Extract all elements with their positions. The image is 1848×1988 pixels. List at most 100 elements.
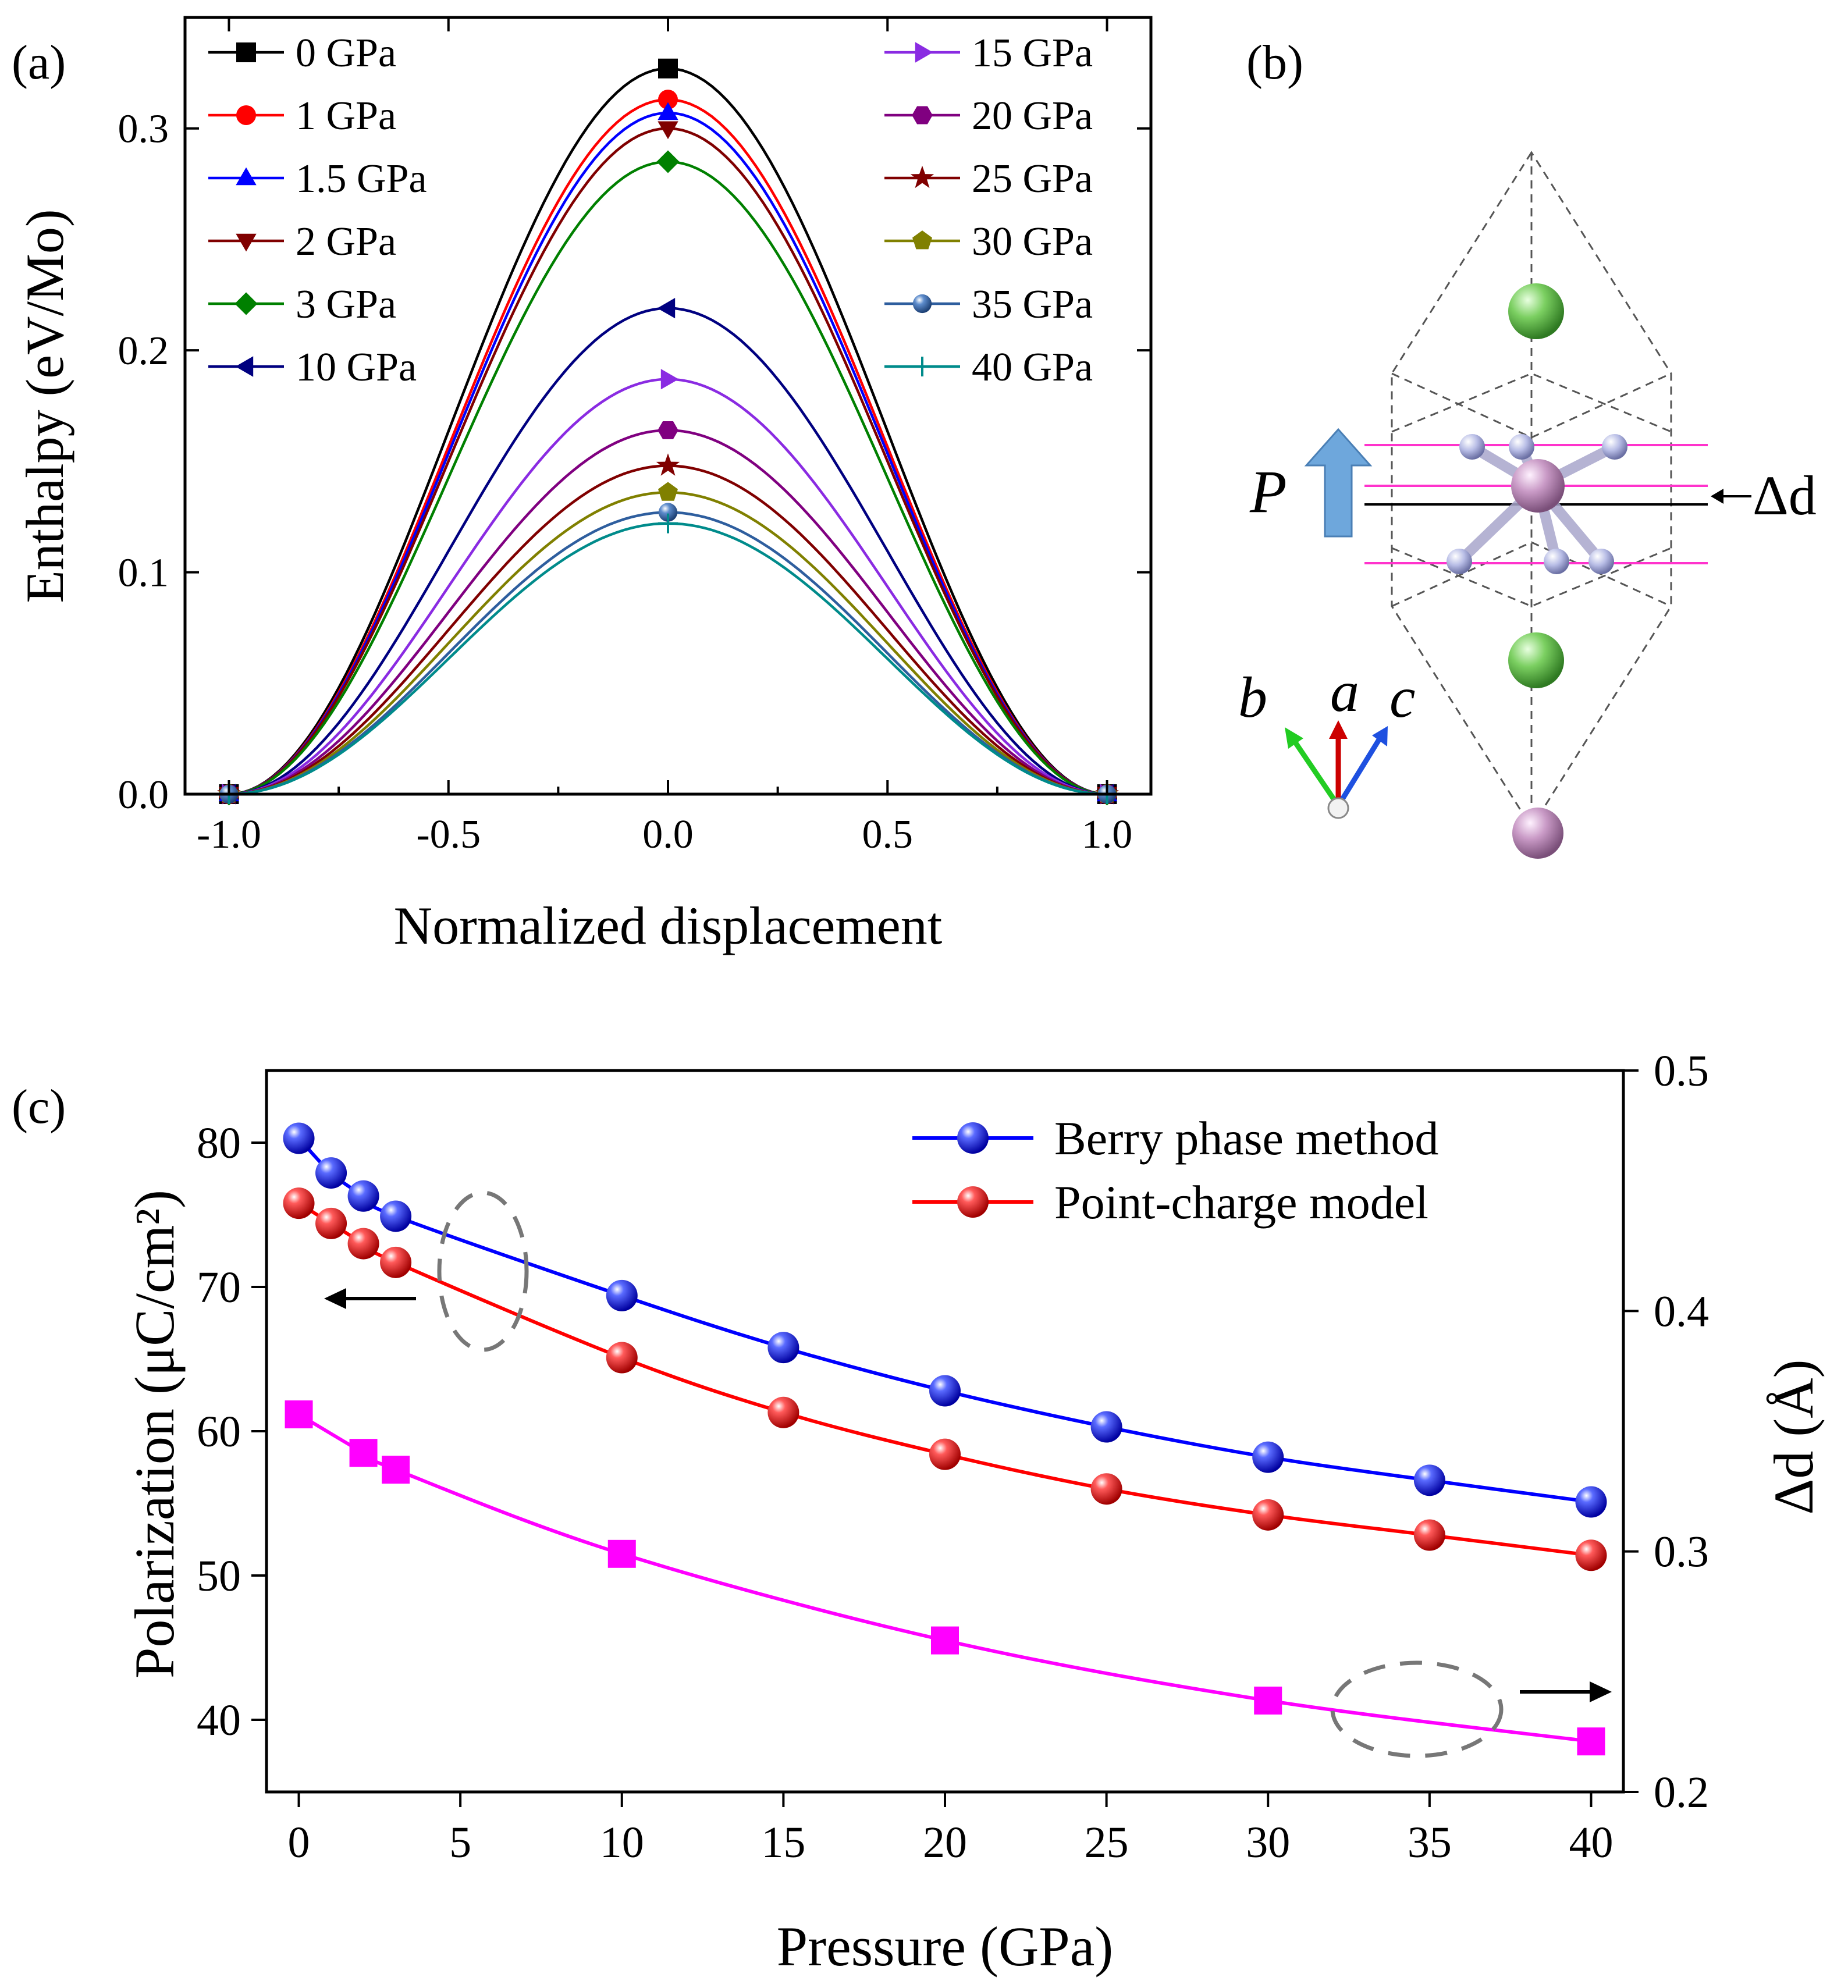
panel-c-y-label: Polarization (μC/cm²): [123, 1190, 186, 1678]
polarization-point: [606, 1342, 638, 1374]
x-tick-label: 10: [600, 1818, 644, 1867]
legend-label: 35 GPa: [972, 282, 1093, 327]
polarization-point: [1090, 1411, 1122, 1443]
legend-marker-icon: [234, 292, 258, 315]
enthalpy-point: [660, 369, 679, 390]
delta-d-point: [931, 1626, 959, 1655]
delta-d-point: [349, 1439, 378, 1467]
enthalpy-point: [658, 90, 678, 110]
y-tick-label: 0.1: [118, 551, 169, 596]
right-axis-callout: [1330, 1660, 1504, 1758]
panel-c-y2-ticks: 0.2 0.3 0.4 0.5: [1623, 1047, 1709, 1817]
displacement-label: Δd: [1753, 464, 1817, 527]
legend-label: 1.5 GPa: [296, 157, 427, 201]
legend-label: 1 GPa: [296, 94, 396, 138]
polarization-point: [283, 1122, 315, 1154]
x-atom-top: [1508, 283, 1564, 339]
legend-marker-icon: [236, 42, 256, 62]
x-tick-label: -0.5: [416, 812, 481, 857]
enthalpy-point: [658, 121, 678, 140]
legend-label: 3 GPa: [296, 282, 396, 327]
enthalpy-point: [658, 58, 678, 79]
polarization-point: [767, 1332, 799, 1364]
legend-item: 10 GPa: [208, 345, 417, 390]
polarization-point: [1413, 1519, 1445, 1551]
y-tick-label: 0.2: [118, 329, 169, 374]
legend-item: 20 GPa: [884, 94, 1093, 138]
enthalpy-point: [658, 482, 678, 501]
delta-d-point: [285, 1400, 313, 1429]
x-tick-label: 5: [449, 1818, 471, 1867]
legend-item: 30 GPa: [884, 219, 1093, 264]
legend-label: 2 GPa: [296, 219, 396, 264]
legend-marker-icon: [912, 357, 932, 376]
displacement-arrowhead-icon: [1711, 489, 1723, 504]
legend-marker-icon: [912, 106, 933, 125]
y-tick-label: 70: [197, 1263, 241, 1312]
panel-c-y2-label: Δd (Å): [1762, 1360, 1825, 1515]
polarization-point: [315, 1157, 347, 1189]
axis-c-arrowhead-icon: [1372, 726, 1388, 746]
delta-d-point: [382, 1456, 410, 1484]
axis-b-arrowhead-icon: [1285, 727, 1303, 749]
panel-c-y-ticks: 40 50 60 70 80: [197, 1119, 266, 1745]
x-tick-label: 40: [1569, 1818, 1613, 1867]
legend-marker-icon: [912, 294, 932, 314]
y-tick-label: 0.3: [118, 107, 169, 152]
polarization-point: [929, 1375, 961, 1407]
legend-label: 40 GPa: [972, 345, 1093, 390]
polarization-point: [1090, 1473, 1122, 1505]
x-tick-label: 20: [923, 1818, 967, 1867]
legend-item: 40 GPa: [884, 345, 1093, 390]
panel-c-legend: Berry phase method Point-charge model: [912, 1112, 1438, 1229]
y-tick-label: 0.0: [118, 773, 169, 817]
polarization-point: [1413, 1464, 1445, 1496]
polarization-point: [1252, 1499, 1284, 1531]
x-tick-label: 0: [288, 1818, 310, 1867]
legend-label: 25 GPa: [972, 157, 1093, 201]
x-tick-label: 0.0: [642, 812, 694, 857]
polarization-point: [606, 1279, 638, 1311]
legend-label: Berry phase method: [1054, 1112, 1438, 1165]
legend-item: 1.5 GPa: [208, 157, 427, 201]
panel-a-legend: 0 GPa 1 GPa 1.5 GPa 2 GPa 3 GPa 10 GPa 15 GPa 2…: [208, 31, 1093, 390]
legend-marker-icon: [957, 1122, 989, 1154]
legend-item: Point-charge model: [912, 1176, 1428, 1229]
legend-label: 30 GPa: [972, 219, 1093, 264]
enthalpy-point: [658, 513, 678, 534]
polarization-point: [929, 1438, 961, 1470]
x-tick-label: 15: [761, 1818, 805, 1867]
legend-marker-icon: [912, 230, 932, 250]
x-atom-bottom: [1508, 632, 1564, 688]
panel-a-label: (a): [12, 35, 66, 90]
left-axis-arrowhead-icon: [324, 1288, 346, 1309]
enthalpy-point: [656, 150, 680, 173]
legend-marker-icon: [915, 42, 933, 63]
polarization-point: [1575, 1486, 1607, 1518]
enthalpy-curve: [229, 98, 1107, 796]
panel-a-x-ticks: -1.0 -0.5 0.0 0.5 1.0: [197, 17, 1132, 857]
legend-item: 15 GPa: [884, 31, 1093, 76]
axis-c-line: [1336, 736, 1383, 808]
mo-atom-corner: [1512, 808, 1563, 859]
mo-atom-center: [1511, 459, 1565, 513]
enthalpy-point: [656, 453, 680, 476]
y2-tick-label: 0.5: [1654, 1047, 1709, 1096]
axis-b-line: [1291, 737, 1341, 808]
ligand-atom: [1544, 549, 1569, 574]
polarization-point: [1252, 1441, 1284, 1473]
delta-d-point: [1577, 1727, 1605, 1756]
panel-c-plot: [283, 1122, 1607, 1756]
panel-a-x-label: Normalized displacement: [394, 896, 943, 955]
x-tick-label: 35: [1408, 1818, 1452, 1867]
enthalpy-point: [658, 102, 678, 120]
legend-label: 10 GPa: [296, 345, 417, 390]
delta-d-point: [607, 1539, 636, 1568]
x-tick-label: 30: [1246, 1818, 1290, 1867]
panel-b: (b) P: [1238, 35, 1817, 859]
legend-item: 3 GPa: [208, 282, 396, 327]
polarization-arrow-icon: [1304, 428, 1373, 538]
legend-label: 0 GPa: [296, 31, 396, 76]
